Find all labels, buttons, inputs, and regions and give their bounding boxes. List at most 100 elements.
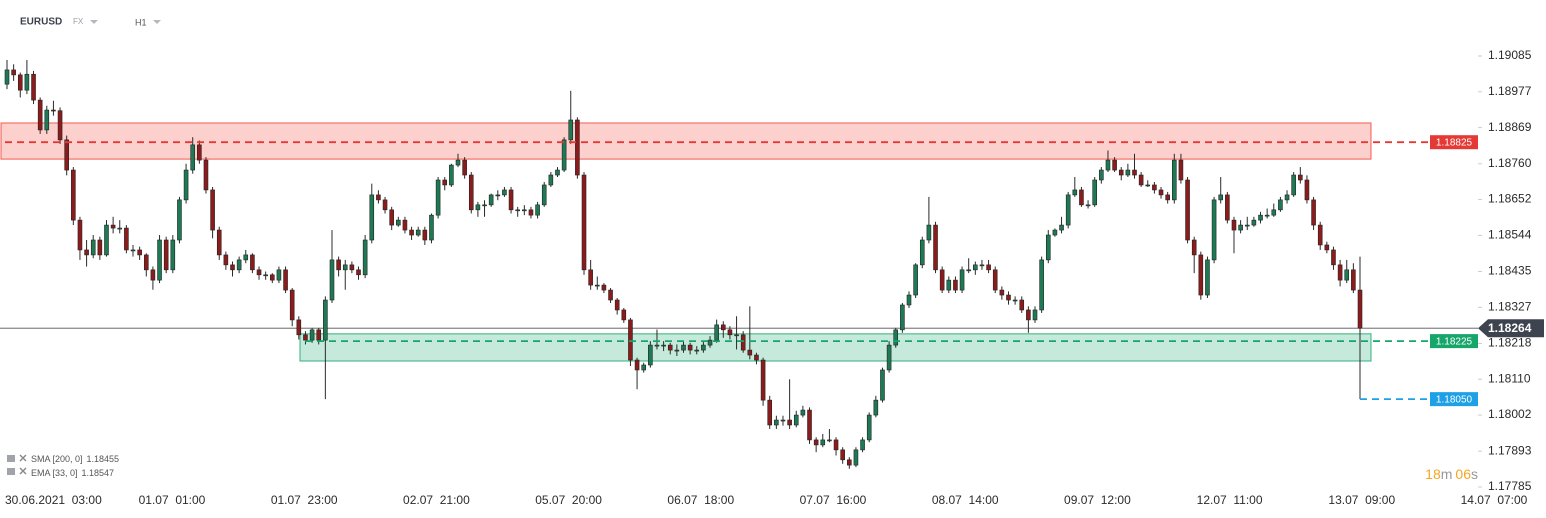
indicator-close[interactable]	[19, 467, 27, 475]
candle-body	[648, 344, 653, 366]
candle-body	[143, 254, 149, 271]
level-label: 1.18050	[1436, 394, 1473, 405]
y-tick-label: 1.18977	[1488, 84, 1532, 98]
candle-body	[44, 109, 50, 131]
candle-body	[1006, 294, 1011, 301]
candle-body	[1178, 159, 1184, 181]
candle-body	[681, 344, 686, 351]
candle-body	[223, 254, 229, 266]
indicator-icon[interactable]	[7, 455, 15, 462]
candle-body	[216, 229, 222, 256]
candle-body	[1198, 254, 1204, 296]
candle-body	[170, 239, 176, 271]
candle-body	[396, 219, 401, 226]
candle-body	[376, 194, 381, 201]
candle-body	[349, 264, 355, 271]
candle-body	[1304, 179, 1310, 201]
candle-body	[1072, 189, 1078, 196]
candle-body	[535, 204, 540, 216]
candle-body	[1085, 204, 1091, 207]
candle-body	[356, 269, 361, 276]
candle-body	[608, 289, 613, 301]
candle-body	[1079, 189, 1084, 206]
candle-body	[1032, 309, 1038, 321]
candle-body	[1125, 169, 1131, 176]
candle-body	[157, 239, 162, 281]
candle-body	[581, 174, 587, 271]
indicator-icon[interactable]	[7, 468, 15, 475]
candle-body	[1099, 169, 1104, 181]
candle-body	[1298, 174, 1303, 181]
candle-body	[1238, 224, 1243, 231]
candle-body	[197, 144, 202, 161]
candle-body	[939, 269, 945, 291]
candle-body	[827, 439, 832, 442]
indicator-close[interactable]	[19, 454, 27, 462]
candle-body	[104, 224, 109, 256]
candle-body	[847, 459, 852, 466]
y-tick-label: 1.18218	[1488, 336, 1532, 350]
x-tick-label: 08.07 14:00	[932, 493, 999, 507]
candle-body	[455, 159, 461, 166]
candle-body	[1291, 174, 1296, 196]
candle-body	[661, 344, 666, 347]
candle-body	[203, 159, 209, 191]
candle-body	[51, 109, 56, 112]
y-tick-label: 1.17785	[1488, 479, 1532, 493]
candle-body	[614, 299, 620, 311]
countdown-unit: s	[1471, 466, 1478, 482]
zone	[299, 333, 1372, 362]
candle-body	[747, 349, 753, 356]
indicator-value: 1.18547	[82, 468, 115, 478]
candle-body	[495, 194, 501, 197]
candle-body	[190, 144, 195, 171]
candle-body	[1331, 249, 1336, 266]
x-tick-label: 01.07 01:00	[139, 493, 206, 507]
candle-body	[402, 219, 408, 231]
candle-body	[541, 184, 547, 206]
candle-body	[787, 419, 792, 426]
candle-body	[488, 194, 494, 206]
candle-body	[17, 74, 23, 91]
symbol[interactable]: EURUSD	[20, 17, 62, 28]
candle-body	[999, 289, 1005, 296]
candle-body	[1218, 194, 1224, 201]
candle-body	[296, 319, 302, 336]
candle-body	[694, 349, 700, 352]
candle-body	[707, 339, 713, 346]
current-price-label: 1.18264	[1488, 321, 1532, 335]
interval-caret[interactable]	[153, 20, 161, 24]
overlay: 1.18825 1.18225 1.18050	[5, 135, 1478, 407]
candle-body	[714, 324, 719, 341]
candle-body	[687, 344, 693, 351]
candle-body	[415, 229, 421, 236]
x-tick-label: 07.07 16:00	[800, 493, 867, 507]
candle-body	[1092, 179, 1097, 206]
market-caret[interactable]	[90, 20, 98, 24]
candle-body	[840, 449, 845, 461]
candle-body	[568, 119, 574, 141]
candle-body	[482, 204, 487, 207]
candle-body	[57, 110, 63, 141]
candle-body	[1138, 174, 1144, 186]
candle-body	[468, 174, 474, 211]
candle-body	[1118, 169, 1124, 176]
candle-body	[515, 209, 520, 212]
candle-body	[1172, 159, 1177, 201]
candle-body	[97, 239, 103, 256]
zones	[0, 122, 1478, 362]
y-tick-label: 1.18652	[1488, 192, 1532, 206]
x-tick-label: 01.07 23:00	[271, 493, 338, 507]
candle-body	[1191, 239, 1197, 256]
candle-body	[230, 264, 235, 271]
candle-body	[1225, 194, 1230, 221]
candle-body	[329, 259, 335, 301]
candle-body	[124, 227, 129, 251]
candle-body	[309, 329, 315, 341]
level-label: 1.18225	[1436, 336, 1473, 347]
candle-body	[283, 269, 288, 291]
candle-body	[959, 269, 965, 291]
interval[interactable]: H1	[135, 17, 147, 27]
x-tick-label: 05.07 20:00	[535, 493, 602, 507]
